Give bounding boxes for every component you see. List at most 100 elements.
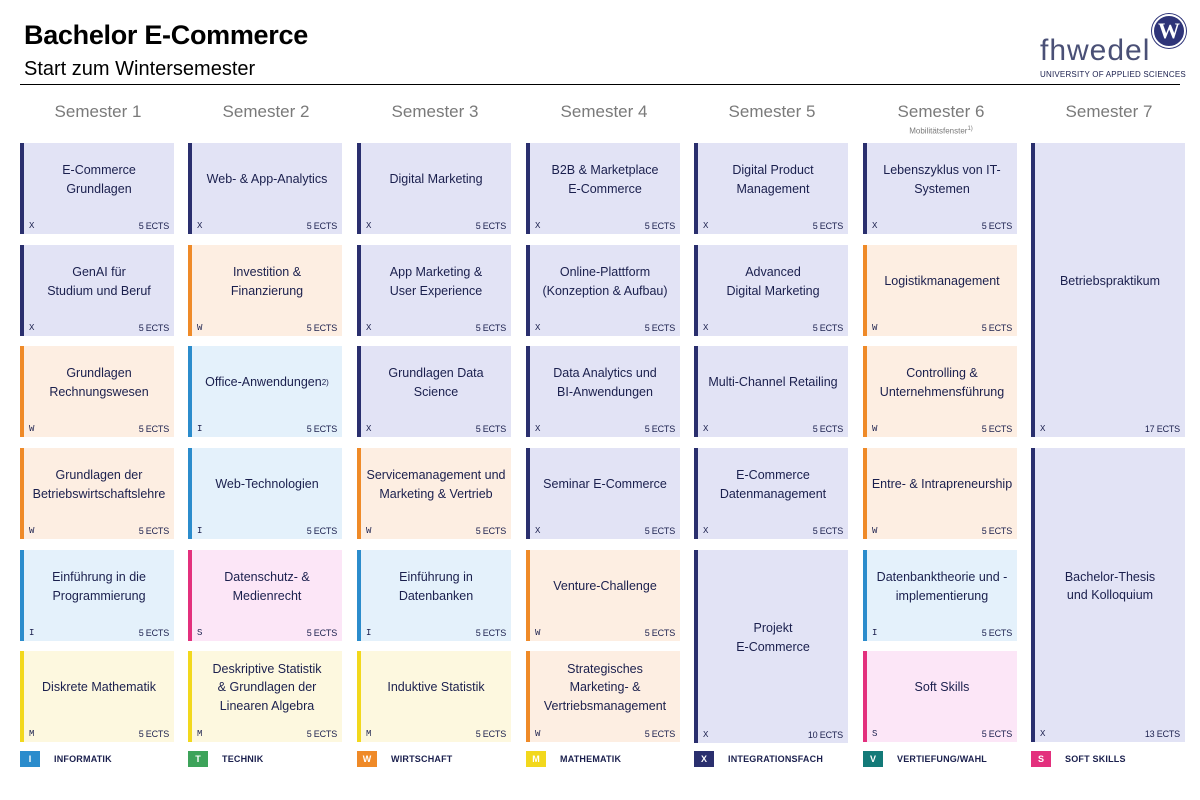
module-card[interactable]: GenAI für Studium und Beruf X 5 ECTS xyxy=(20,245,174,336)
module-card[interactable]: Data Analytics und BI-Anwendungen X 5 ECTS xyxy=(526,346,680,437)
module-card[interactable]: Online-Plattform (Konzeption & Aufbau) X 5 … xyxy=(526,245,680,336)
legend-swatch: X xyxy=(694,751,714,767)
module-type-code: I xyxy=(872,628,878,638)
module-ects: 5 ECTS xyxy=(644,424,676,434)
module-card[interactable]: E-Commerce Datenmanagement X 5 ECTS xyxy=(694,448,848,539)
module-ects: 5 ECTS xyxy=(306,221,338,231)
module-type-code: X xyxy=(29,323,35,333)
module-type-code: W xyxy=(366,526,372,536)
module-card[interactable]: Datenschutz- & Medienrecht S 5 ECTS xyxy=(188,550,342,641)
module-title: Strategisches Marketing- & Vertriebsmanage… xyxy=(543,662,667,713)
module-title: B2B & Marketplace E-Commerce xyxy=(551,163,659,196)
module-card[interactable]: Grundlagen der Betriebswirtschaftslehre W 5… xyxy=(20,448,174,539)
module-card[interactable]: Investition & Finanzierung W 5 ECTS xyxy=(188,245,342,336)
legend-label: MATHEMATIK xyxy=(560,754,622,764)
module-type-code: M xyxy=(366,729,372,739)
module-card[interactable]: B2B & Marketplace E-Commerce X 5 ECTS xyxy=(526,143,680,234)
legend-label: INTEGRATIONSFACH xyxy=(728,754,824,764)
module-ects: 5 ECTS xyxy=(981,729,1013,739)
module-type-code: X xyxy=(366,424,372,434)
module-title: Projekt E-Commerce xyxy=(736,621,810,654)
module-title: Venture-Challenge xyxy=(553,579,657,594)
semester-heading: Semester 4 xyxy=(560,102,648,121)
module-card[interactable]: Einführung in die Programmierung I 5 ECTS xyxy=(20,550,174,641)
module-ects: 5 ECTS xyxy=(138,729,170,739)
module-title: Datenbanktheorie und - implementierung xyxy=(876,570,1008,603)
module-card[interactable]: Multi-Channel Retailing X 5 ECTS xyxy=(694,346,848,437)
module-card[interactable]: Bachelor-Thesis und Kolloquium X 13 ECTS xyxy=(1031,448,1185,742)
module-card[interactable]: Soft Skills S 5 ECTS xyxy=(863,651,1017,742)
module-ects: 5 ECTS xyxy=(138,628,170,638)
module-type-code: X xyxy=(535,526,541,536)
module-title: Einführung in die Programmierung xyxy=(52,570,146,603)
module-card[interactable]: Digital Product Management X 5 ECTS xyxy=(694,143,848,234)
semester-heading: Semester 5 xyxy=(728,102,816,121)
module-title: Multi-Channel Retailing xyxy=(708,375,838,390)
module-card[interactable]: Grundlagen Rechnungswesen W 5 ECTS xyxy=(20,346,174,437)
semester-heading: Semester 7 xyxy=(1065,102,1153,121)
legend-swatch: T xyxy=(188,751,208,767)
module-type-code: X xyxy=(366,221,372,231)
module-card[interactable]: Digital Marketing X 5 ECTS xyxy=(357,143,511,234)
module-ects: 5 ECTS xyxy=(644,323,676,333)
module-type-code: W xyxy=(197,323,203,333)
module-ects: 5 ECTS xyxy=(644,221,676,231)
legend-label: INFORMATIK xyxy=(54,754,112,764)
module-card[interactable]: Projekt E-Commerce X 10 ECTS xyxy=(694,550,848,743)
module-ects: 5 ECTS xyxy=(306,526,338,536)
module-card[interactable]: Einführung in Datenbanken I 5 ECTS xyxy=(357,550,511,641)
module-title: Digital Product Management xyxy=(732,163,814,196)
module-type-code: X xyxy=(703,526,709,536)
module-title: Office-Anwendungen 2) xyxy=(205,375,329,390)
module-card[interactable]: Web- & App-Analytics X 5 ECTS xyxy=(188,143,342,234)
legend-label: VERTIEFUNG/WAHL xyxy=(897,754,987,764)
module-ects: 5 ECTS xyxy=(812,526,844,536)
module-card[interactable]: Deskriptive Statistik & Grundlagen der Lin… xyxy=(188,651,342,742)
module-ects: 5 ECTS xyxy=(981,424,1013,434)
module-card[interactable]: Office-Anwendungen 2) I 5 ECTS xyxy=(188,346,342,437)
page-title: Bachelor E-Commerce xyxy=(24,20,308,50)
module-title: Web-Technologien xyxy=(215,477,319,492)
module-ects: 5 ECTS xyxy=(812,221,844,231)
module-type-code: M xyxy=(197,729,203,739)
module-title: Digital Marketing xyxy=(389,172,483,187)
module-card[interactable]: Lebenszyklus von IT- Systemen X 5 ECTS xyxy=(863,143,1017,234)
module-title: Seminar E-Commerce xyxy=(543,477,667,492)
module-card[interactable]: Advanced Digital Marketing X 5 ECTS xyxy=(694,245,848,336)
module-title: Induktive Statistik xyxy=(387,680,485,695)
module-card[interactable]: App Marketing & User Experience X 5 ECTS xyxy=(357,245,511,336)
module-card[interactable]: Venture-Challenge W 5 ECTS xyxy=(526,550,680,641)
module-card[interactable]: Servicemanagement und Marketing & Vertrie… xyxy=(357,448,511,539)
module-card[interactable]: Seminar E-Commerce X 5 ECTS xyxy=(526,448,680,539)
module-card[interactable]: E-Commerce Grundlagen X 5 ECTS xyxy=(20,143,174,234)
module-ects: 5 ECTS xyxy=(812,323,844,333)
module-card[interactable]: Diskrete Mathematik M 5 ECTS xyxy=(20,651,174,742)
module-ects: 5 ECTS xyxy=(812,424,844,434)
module-ects: 5 ECTS xyxy=(475,526,507,536)
module-ects: 5 ECTS xyxy=(981,526,1013,536)
module-card[interactable]: Strategisches Marketing- & Vertriebsmanage… xyxy=(526,651,680,742)
semester-heading: Semester 2 xyxy=(222,102,310,121)
module-card[interactable]: Induktive Statistik M 5 ECTS xyxy=(357,651,511,742)
module-card[interactable]: Logistikmanagement W 5 ECTS xyxy=(863,245,1017,336)
legend-swatch: W xyxy=(357,751,377,767)
module-title: Deskriptive Statistik & Grundlagen der Lin… xyxy=(212,662,322,713)
module-card[interactable]: Betriebspraktikum X 17 ECTS xyxy=(1031,143,1185,437)
module-card[interactable]: Web-Technologien I 5 ECTS xyxy=(188,448,342,539)
module-type-code: W xyxy=(872,323,878,333)
module-card[interactable]: Datenbanktheorie und - implementierung I 5 … xyxy=(863,550,1017,641)
module-type-code: W xyxy=(535,729,541,739)
module-ects: 5 ECTS xyxy=(475,221,507,231)
module-ects: 5 ECTS xyxy=(475,424,507,434)
module-type-code: X xyxy=(197,221,203,231)
module-title: Entre- & Intrapreneurship xyxy=(871,477,1013,492)
module-title: Controlling & Unternehmensführung xyxy=(879,366,1005,399)
module-card[interactable]: Controlling & Unternehmensführung W 5 ECTS xyxy=(863,346,1017,437)
module-type-code: X xyxy=(29,221,35,231)
module-title: Web- & App-Analytics xyxy=(206,172,328,187)
module-type-code: W xyxy=(872,424,878,434)
module-card[interactable]: Grundlagen Data Science X 5 ECTS xyxy=(357,346,511,437)
module-card[interactable]: Entre- & Intrapreneurship W 5 ECTS xyxy=(863,448,1017,539)
legend-label: WIRTSCHAFT xyxy=(391,754,453,764)
module-type-code: X xyxy=(535,323,541,333)
